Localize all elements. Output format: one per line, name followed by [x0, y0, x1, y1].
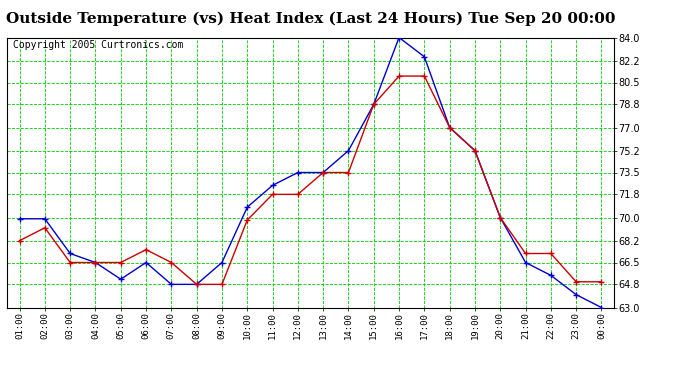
Text: Outside Temperature (vs) Heat Index (Last 24 Hours) Tue Sep 20 00:00: Outside Temperature (vs) Heat Index (Las…: [6, 11, 615, 26]
Text: Copyright 2005 Curtronics.com: Copyright 2005 Curtronics.com: [13, 40, 184, 50]
